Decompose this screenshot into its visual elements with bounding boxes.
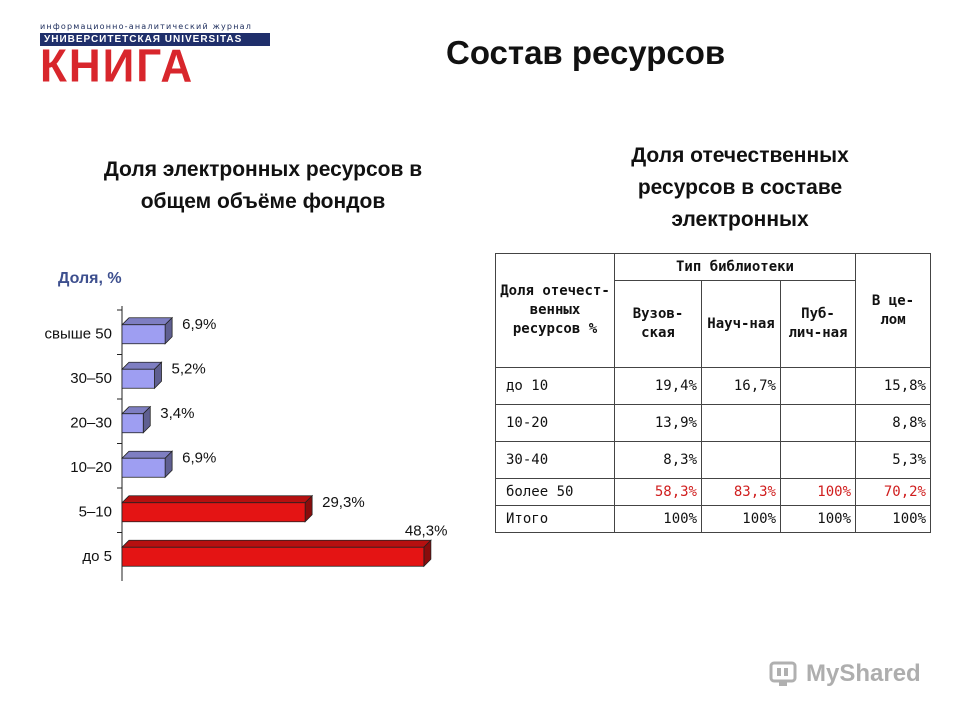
resources-table: Доля отечест-венных ресурсов % Тип библи… <box>495 253 931 533</box>
table-row-label: Итого <box>495 505 615 533</box>
table-row: 10-20 13,9% 8,8% <box>495 404 931 442</box>
table-header-public: Пуб-лич-ная <box>780 280 856 368</box>
logo-tagline: информационно-аналитический журнал <box>40 22 253 31</box>
logo-word: КНИГА <box>40 40 195 93</box>
table-cell <box>701 441 781 479</box>
table-heading: Доля отечественных ресурсов в составе эл… <box>631 144 849 231</box>
table-cell: 100% <box>614 505 702 533</box>
chart-bar <box>121 413 144 434</box>
journal-logo: информационно-аналитический журнал УНИВЕ… <box>40 22 272 93</box>
table-cell: 13,9% <box>614 404 702 442</box>
table-cell: 8,3% <box>614 441 702 479</box>
table-row-label: 10-20 <box>495 404 615 442</box>
table-header-share: Доля отечест-венных ресурсов % <box>495 253 615 368</box>
chart-value-label: 48,3% <box>405 522 448 539</box>
table-header-university: Вузов-ская <box>614 280 702 368</box>
chart-bar <box>121 546 425 567</box>
table-cell: 100% <box>780 478 856 506</box>
bar-top-face <box>121 317 174 326</box>
chart-heading: Доля электронных ресурсов в общем объёме… <box>103 158 423 213</box>
chart-category-label: 20–30 <box>70 414 112 431</box>
watermark-text: MyShared <box>806 660 921 687</box>
chart-value-label: 6,9% <box>182 449 216 466</box>
table-cell: 100% <box>780 505 856 533</box>
chart-category-label: 5–10 <box>79 503 112 520</box>
table-cell <box>780 404 856 442</box>
table-header-row: Доля отечест-венных ресурсов % Тип библи… <box>495 253 931 368</box>
chart-value-label: 6,9% <box>182 316 216 333</box>
chart-category-label: до 5 <box>82 548 112 565</box>
myshared-watermark: MyShared <box>766 654 926 694</box>
chart-category-label: 30–50 <box>70 370 112 387</box>
myshared-logo-icon <box>769 661 797 686</box>
chart-bar <box>121 368 155 389</box>
table-header-total: В це-лом <box>855 253 931 368</box>
table-row: до 10 19,4% 16,7% 15,8% <box>495 367 931 405</box>
page-title: Состав ресурсов <box>446 34 726 71</box>
table-cell: 100% <box>855 505 931 533</box>
table-header-library-type: Тип библиотеки <box>614 253 856 281</box>
table-cell: 8,8% <box>855 404 931 442</box>
bar-top-face <box>121 450 174 459</box>
table-subheader-row: Вузов-ская Науч-ная Пуб-лич-ная <box>496 280 931 368</box>
chart-category-label: 10–20 <box>70 459 112 476</box>
chart-value-label: 29,3% <box>322 494 365 511</box>
table-row: Итого 100% 100% 100% 100% <box>495 505 931 533</box>
bar-top-face <box>121 539 432 548</box>
chart-axis-label: Доля, % <box>58 270 122 287</box>
table-cell: 15,8% <box>855 367 931 405</box>
table-cell: 83,3% <box>701 478 781 506</box>
chart-value-label: 5,2% <box>172 360 206 377</box>
table-cell <box>780 441 856 479</box>
table-row: 30-40 8,3% 5,3% <box>495 441 931 479</box>
table-cell: 19,4% <box>614 367 702 405</box>
table-header-scientific: Науч-ная <box>701 280 781 368</box>
chart-bar <box>121 502 306 523</box>
chart-value-label: 3,4% <box>160 405 194 422</box>
table-cell <box>780 367 856 405</box>
logo-band: УНИВЕРСИТЕТСКАЯ UNIVERSITAS <box>40 33 270 46</box>
chart-bar <box>121 457 166 478</box>
table-row-label: более 50 <box>495 478 615 506</box>
table-row: более 50 58,3% 83,3% 100% 70,2% <box>495 478 931 506</box>
table-cell: 5,3% <box>855 441 931 479</box>
table-cell: 100% <box>701 505 781 533</box>
table-cell: 70,2% <box>855 478 931 506</box>
table-cell <box>701 404 781 442</box>
table-cell: 16,7% <box>701 367 781 405</box>
bar-top-face <box>121 495 314 504</box>
table-row-label: 30-40 <box>495 441 615 479</box>
table-cell: 58,3% <box>614 478 702 506</box>
table-row-label: до 10 <box>495 367 615 405</box>
chart-category-label: свыше 50 <box>45 325 112 342</box>
chart-bar <box>121 324 166 345</box>
